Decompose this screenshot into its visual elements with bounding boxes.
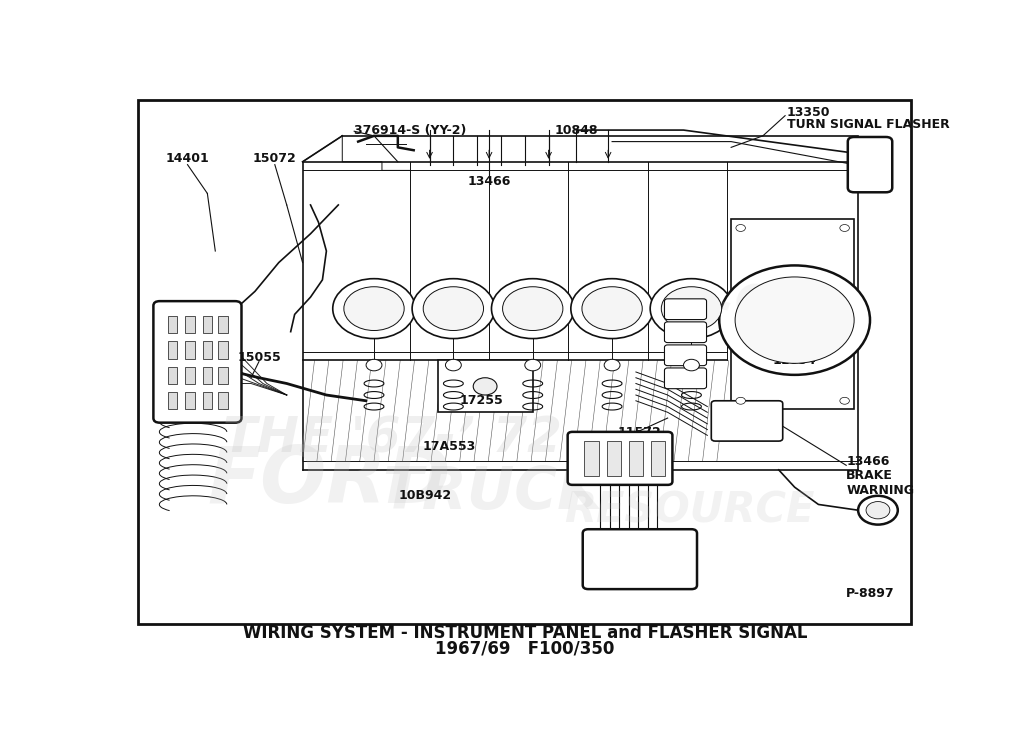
Circle shape: [503, 286, 563, 331]
Bar: [203, 392, 212, 409]
Circle shape: [719, 266, 870, 375]
Text: P-8897: P-8897: [846, 587, 894, 600]
Bar: [585, 441, 599, 476]
Circle shape: [858, 496, 898, 524]
Circle shape: [735, 277, 854, 364]
Bar: [185, 341, 195, 359]
FancyBboxPatch shape: [665, 368, 707, 389]
Circle shape: [333, 279, 416, 339]
Bar: [168, 392, 177, 409]
Circle shape: [344, 286, 404, 331]
Bar: [168, 316, 177, 334]
Bar: [629, 441, 643, 476]
Bar: [168, 341, 177, 359]
Text: .COM: .COM: [715, 278, 844, 340]
Text: 10B942: 10B942: [399, 489, 453, 503]
Text: 10848: 10848: [555, 123, 598, 137]
Circle shape: [604, 359, 621, 371]
Circle shape: [445, 359, 461, 371]
FancyBboxPatch shape: [567, 432, 673, 485]
Circle shape: [736, 224, 745, 231]
Bar: [185, 316, 195, 334]
Text: WARNING: WARNING: [846, 483, 914, 497]
Bar: [203, 367, 212, 384]
Text: BRAKE: BRAKE: [846, 469, 893, 482]
FancyBboxPatch shape: [154, 301, 242, 423]
Text: 13466: 13466: [846, 455, 890, 468]
Text: 11572: 11572: [618, 426, 662, 439]
Bar: [203, 316, 212, 334]
Bar: [203, 341, 212, 359]
Circle shape: [662, 286, 722, 331]
Bar: [168, 367, 177, 384]
Text: 15055: 15055: [238, 351, 281, 364]
Circle shape: [684, 359, 699, 371]
Bar: [651, 441, 666, 476]
Bar: [185, 392, 195, 409]
Text: 1967/69   F100/350: 1967/69 F100/350: [435, 640, 614, 657]
FancyBboxPatch shape: [583, 530, 697, 589]
Bar: [606, 441, 621, 476]
Bar: [185, 367, 195, 384]
Circle shape: [736, 397, 745, 404]
Circle shape: [423, 286, 483, 331]
Circle shape: [412, 279, 495, 339]
Text: WIRING SYSTEM - INSTRUMENT PANEL and FLASHER SIGNAL: WIRING SYSTEM - INSTRUMENT PANEL and FLA…: [243, 624, 807, 642]
Circle shape: [866, 502, 890, 519]
Bar: [218, 392, 228, 409]
Text: 14401: 14401: [166, 153, 209, 165]
Text: RESOURCE: RESOURCE: [564, 489, 815, 531]
Text: 15072: 15072: [253, 153, 297, 165]
Circle shape: [367, 359, 382, 371]
Text: 13350: 13350: [786, 106, 830, 119]
Bar: [218, 367, 228, 384]
Bar: [437, 361, 532, 412]
Text: 376914-S (YY-2): 376914-S (YY-2): [354, 123, 467, 137]
Text: TRUCK: TRUCK: [382, 465, 602, 521]
Bar: [731, 219, 854, 409]
Text: TURN SIGNAL FLASHER: TURN SIGNAL FLASHER: [786, 118, 949, 131]
Circle shape: [650, 279, 733, 339]
Text: 17255: 17255: [460, 394, 503, 407]
Circle shape: [473, 378, 497, 395]
Circle shape: [570, 279, 653, 339]
FancyBboxPatch shape: [665, 322, 707, 343]
Circle shape: [582, 286, 642, 331]
Text: 11654: 11654: [773, 354, 816, 367]
Text: 17A553: 17A553: [423, 441, 476, 453]
Text: 13466: 13466: [467, 176, 511, 188]
Circle shape: [840, 224, 849, 231]
FancyBboxPatch shape: [712, 401, 782, 441]
Circle shape: [492, 279, 574, 339]
FancyBboxPatch shape: [665, 345, 707, 366]
Text: THE '67-’ 72: THE '67-’ 72: [223, 414, 562, 462]
Bar: [218, 341, 228, 359]
Circle shape: [840, 397, 849, 404]
Text: 14401: 14401: [618, 550, 662, 562]
FancyBboxPatch shape: [665, 299, 707, 319]
FancyBboxPatch shape: [848, 137, 892, 192]
Bar: [218, 316, 228, 334]
Text: FORD: FORD: [207, 444, 451, 519]
Circle shape: [525, 359, 541, 371]
